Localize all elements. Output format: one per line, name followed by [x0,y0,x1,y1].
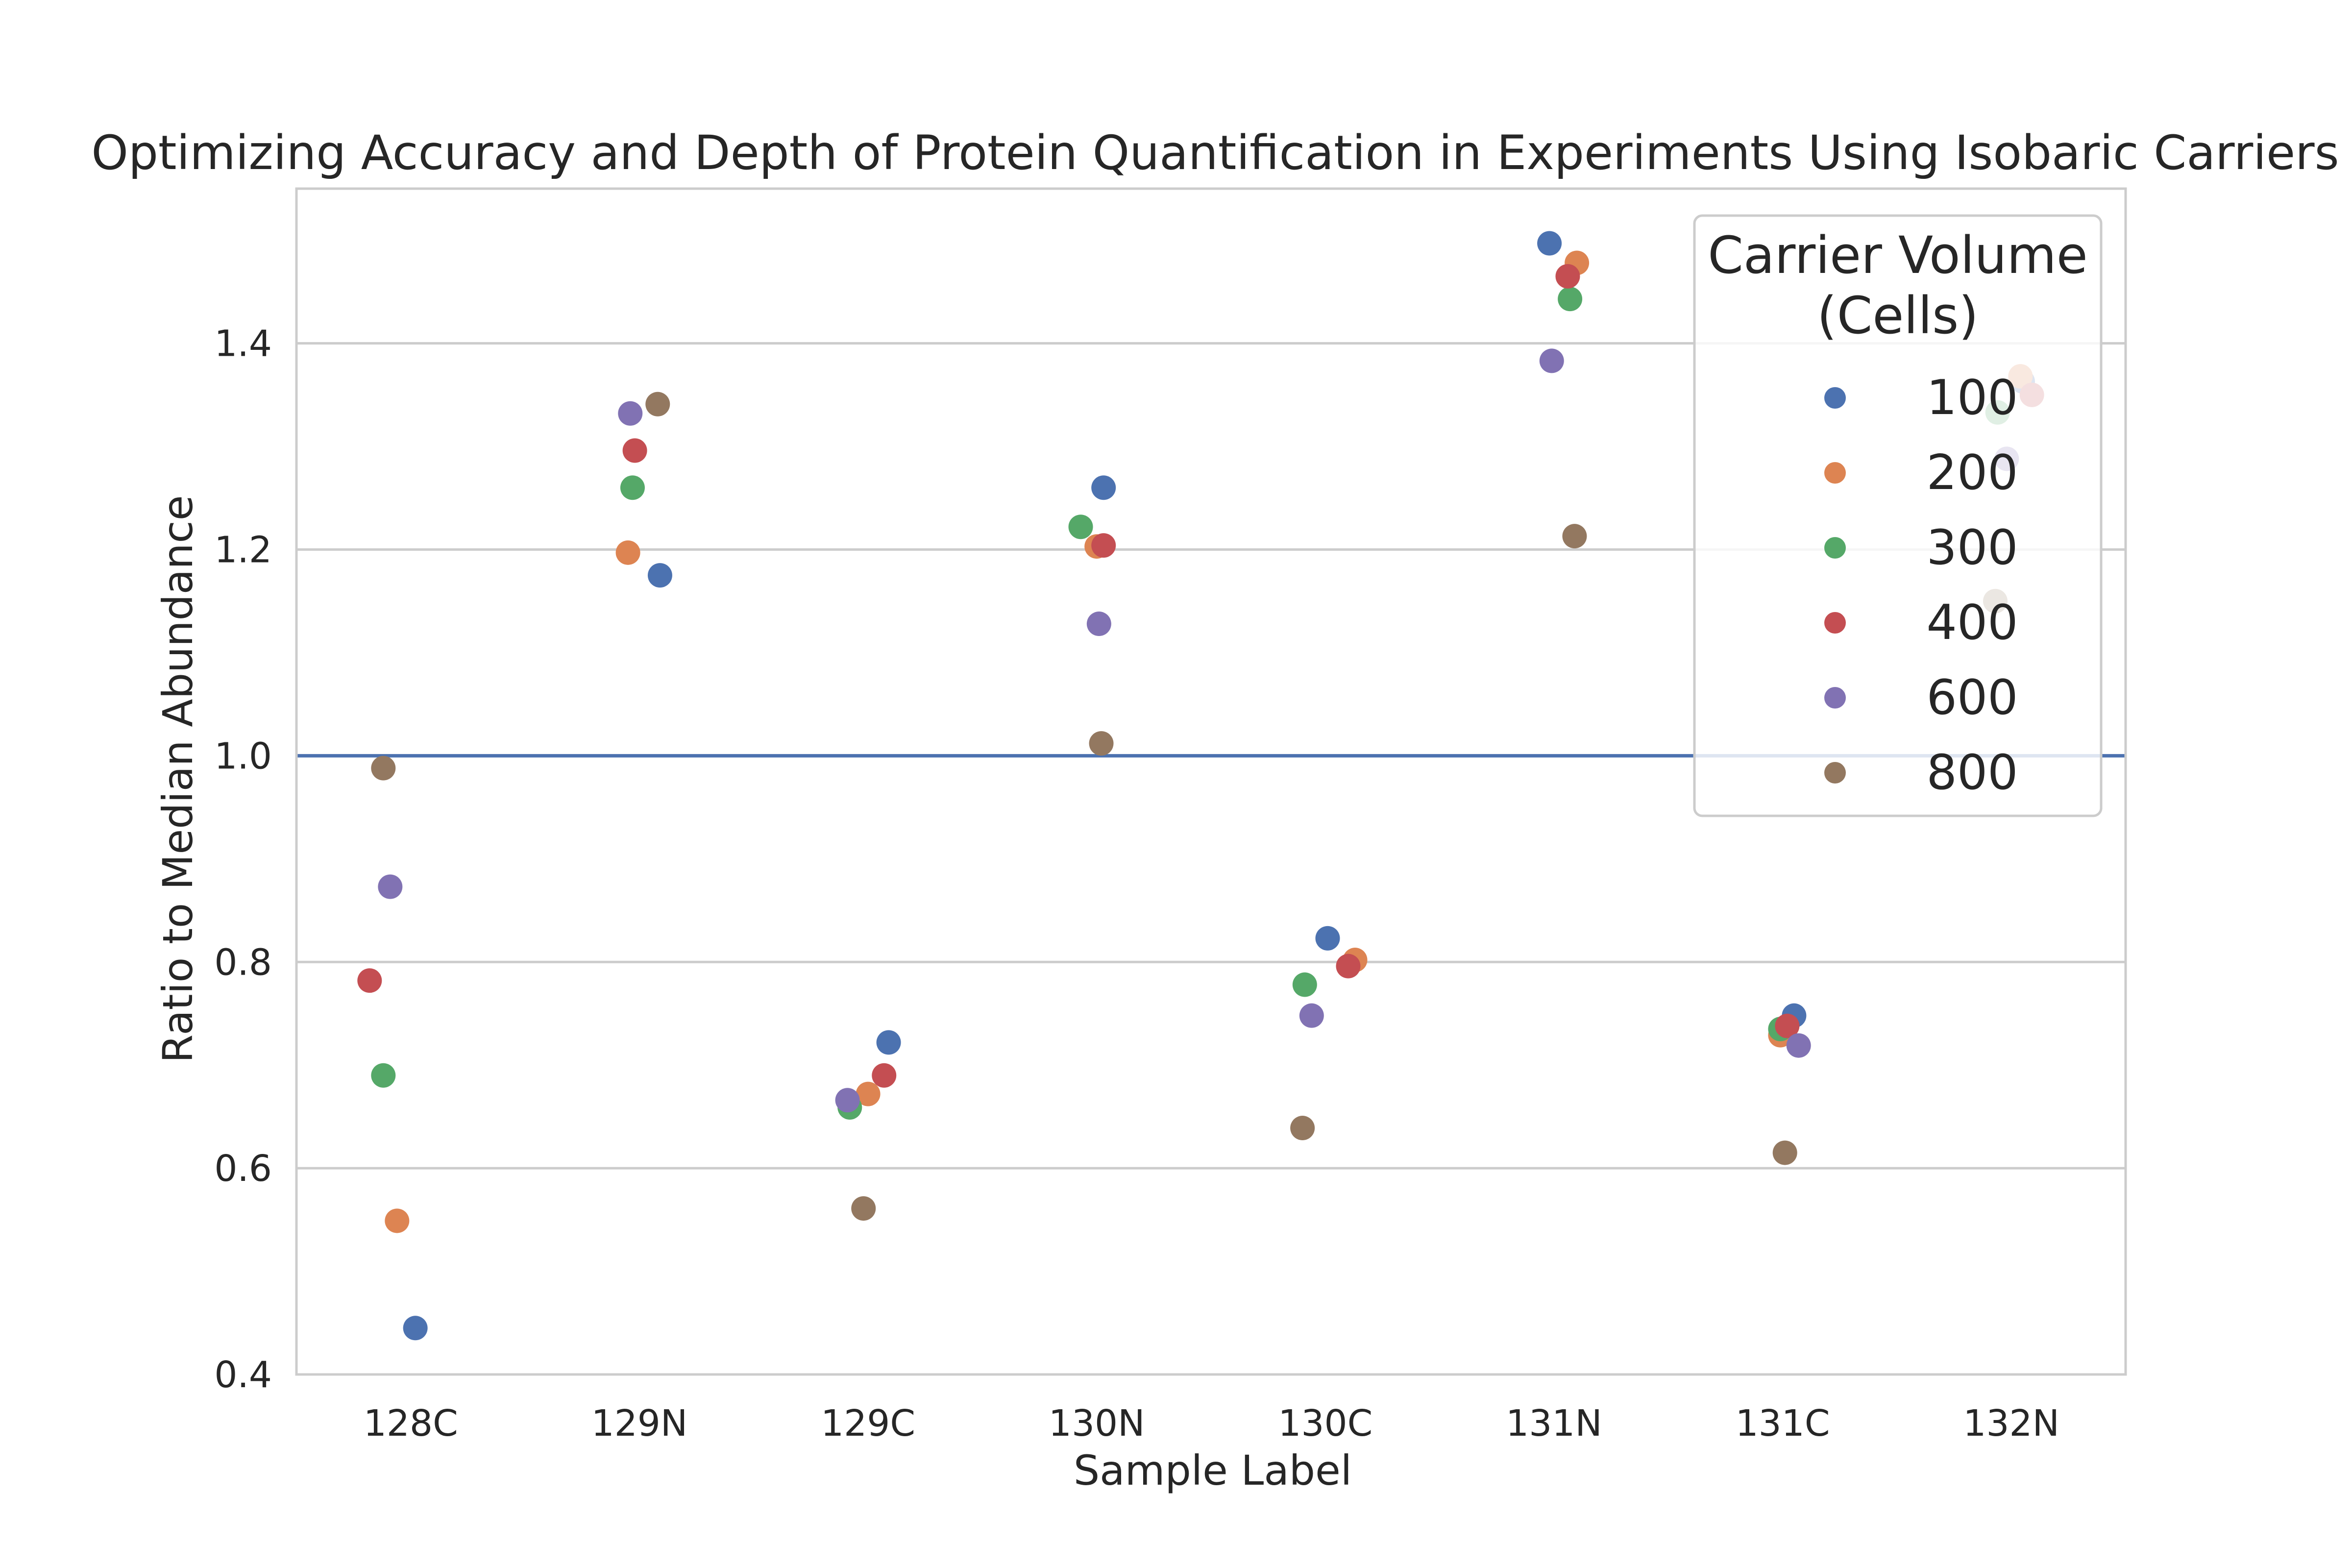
point-600-130N [1086,612,1111,637]
point-800-131N [1562,524,1587,549]
legend-box [1693,214,2103,817]
point-300-128C [371,1063,396,1088]
legend-label-300: 300 [1926,520,2018,576]
point-600-131C [1786,1033,1811,1058]
point-600-130C [1299,1003,1324,1028]
chart-title: Optimizing Accuracy and Depth of Protein… [91,125,2339,180]
point-400-131C [1775,1013,1800,1038]
point-800-129C [851,1196,876,1221]
point-100-129C [876,1030,901,1055]
point-100-129N [647,563,672,588]
legend-marker-300 [1824,537,1846,559]
point-400-130C [1336,954,1361,979]
point-100-130C [1315,926,1340,951]
legend-label-200: 200 [1926,445,2018,501]
point-400-129C [872,1063,897,1088]
point-400-128C [357,968,382,993]
point-800-130C [1290,1116,1315,1141]
legend-marker-800 [1824,762,1846,784]
point-800-128C [371,756,396,781]
point-300-129N [620,475,645,500]
x-axis-label: Sample Label [1074,1446,1352,1494]
legend-marker-400 [1824,612,1846,634]
legend: Carrier Volume (Cells) 100 200 300 400 600 80… [1693,214,2103,817]
legend-label-400: 400 [1926,595,2018,651]
x-tick-129N: 129N [591,1402,688,1445]
legend-label-600: 600 [1926,670,2018,726]
point-200-128C [385,1208,410,1233]
point-600-128C [378,874,403,899]
x-tick-132N: 132N [1963,1402,2059,1445]
point-100-131N [1537,231,1562,256]
x-tick-131C: 131C [1736,1402,1830,1445]
y-tick-1.0: 1.0 [214,735,272,777]
y-tick-1.4: 1.4 [214,323,272,365]
point-800-129N [645,392,670,416]
legend-marker-200 [1824,462,1846,484]
legend-title-line-1: Carrier Volume [1708,225,2088,285]
point-400-130N [1091,533,1116,558]
legend-marker-600 [1824,687,1846,709]
legend-entries: 100 200 300 400 600 800 [1824,370,2018,801]
y-axis-label: Ratio to Median Abundance [154,495,202,1063]
point-200-129C [856,1081,881,1106]
point-400-129N [622,438,647,463]
point-600-131N [1539,348,1564,373]
legend-label-100: 100 [1926,370,2018,426]
point-200-129N [615,540,640,565]
y-tick-1.2: 1.2 [214,529,272,571]
point-600-129N [618,401,643,426]
x-tick-130C: 130C [1278,1402,1372,1445]
y-tick-0.6: 0.6 [214,1148,272,1190]
x-tick-129C: 129C [821,1402,915,1445]
point-800-130N [1089,731,1114,756]
point-800-131C [1772,1140,1797,1165]
y-tick-0.4: 0.4 [214,1354,272,1396]
legend-title-line-2: (Cells) [1817,286,1979,345]
legend-marker-100 [1824,387,1846,409]
y-tick-0.8: 0.8 [214,941,272,983]
plot-frame [295,187,2127,1376]
point-600-129C [835,1088,860,1113]
point-300-130N [1068,514,1093,539]
legend-label-800: 800 [1926,745,2018,801]
point-300-130C [1292,972,1317,997]
point-400-131N [1555,264,1580,289]
x-tick-130N: 130N [1049,1402,1145,1445]
x-tick-131N: 131N [1506,1402,1602,1445]
point-300-131N [1558,287,1583,312]
point-100-128C [403,1316,428,1341]
point-100-130N [1091,475,1116,500]
x-tick-labels: 128C 129N 129C 130N 130C 131N 131C 132N [364,1402,2059,1445]
y-tick-labels: 0.4 0.6 0.8 1.0 1.2 1.4 [214,323,272,1396]
x-tick-128C: 128C [364,1402,458,1445]
